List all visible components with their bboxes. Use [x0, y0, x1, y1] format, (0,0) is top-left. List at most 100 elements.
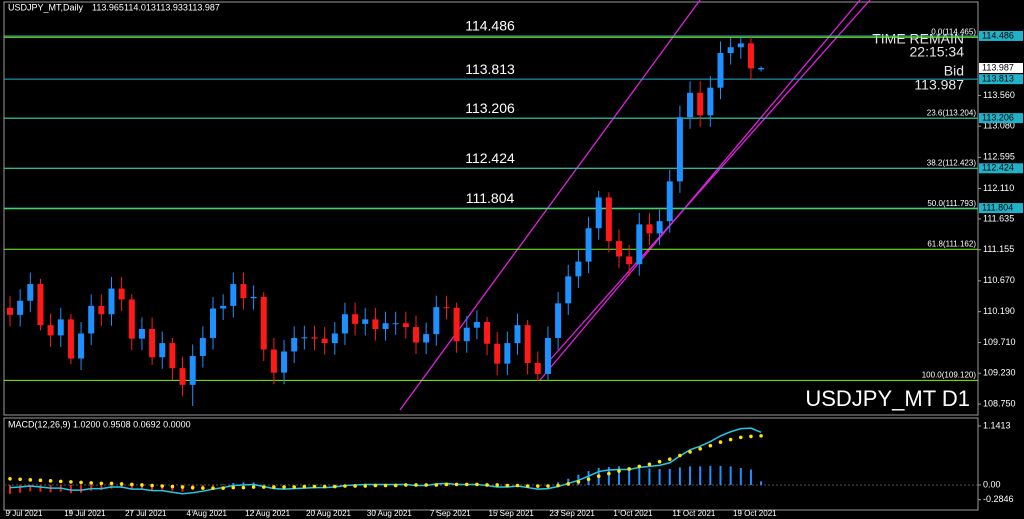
macd-histogram-bar: [140, 484, 143, 490]
candle-body: [179, 368, 186, 385]
y-tick-label: 108.750: [983, 398, 1016, 408]
signal-dot: [99, 481, 104, 486]
macd-histogram-bar: [668, 468, 671, 485]
signal-dot: [89, 481, 93, 485]
x-tick-label: 7 Sep 2021: [430, 509, 471, 518]
signal-dot: [495, 483, 500, 487]
candle-body: [494, 343, 501, 364]
level-price-box: [979, 30, 1023, 41]
channel-line: [549, 0, 871, 361]
signal-dot: [556, 483, 560, 488]
candle-body: [67, 319, 74, 359]
signal-dot: [363, 484, 368, 488]
x-tick-label: 15 Sep 2021: [489, 509, 535, 518]
current-price: 113.987: [982, 62, 1014, 72]
level-price-box: [979, 163, 1023, 174]
candle-body: [362, 319, 369, 324]
signal-dot: [688, 450, 692, 454]
signal-dot: [464, 482, 469, 487]
signal-dot: [566, 482, 571, 486]
signal-dot: [119, 482, 124, 486]
macd-histogram-bar: [760, 481, 763, 485]
macd-histogram-bar: [567, 478, 570, 485]
bid-label: Bid: [944, 63, 964, 79]
y-tick-label: 112.595: [983, 152, 1015, 162]
signal-dot: [18, 477, 22, 482]
candle-body: [98, 305, 105, 315]
signal-dot: [343, 484, 347, 488]
macd-histogram-bar: [262, 484, 265, 485]
ohlc-high: 114.013: [124, 2, 156, 12]
macd-histogram-bar: [212, 484, 214, 487]
signal-dot: [678, 453, 682, 458]
fib-label: 61.8(111.162): [927, 239, 976, 248]
signal-dot: [596, 474, 601, 478]
symbol-label: USDJPY_MT,Daily: [8, 2, 84, 12]
macd-histogram-bar: [618, 466, 620, 485]
y-tick-label: 110.670: [983, 275, 1015, 285]
signal-dot: [475, 482, 479, 487]
signal-dot: [536, 484, 540, 488]
candle-body: [230, 284, 237, 306]
candle-body: [534, 363, 541, 374]
macd-histogram-bar: [100, 484, 103, 491]
macd-histogram-bar: [638, 467, 641, 485]
candle-body: [544, 337, 551, 374]
candle-body: [270, 349, 277, 373]
y-tick-label: 110.190: [983, 306, 1015, 316]
macd-histogram-bar: [130, 484, 133, 490]
candle-body: [260, 296, 267, 350]
macd-histogram-bar: [607, 466, 610, 485]
fib-label: 38.2(112.423): [927, 158, 977, 167]
candle-body: [250, 296, 257, 299]
channel-line: [539, 0, 861, 381]
signal-dot: [190, 485, 195, 490]
level-label: 111.804: [466, 190, 515, 206]
candle-body: [616, 241, 622, 257]
level-price: 111.804: [982, 202, 1013, 212]
candle-body: [138, 328, 145, 339]
signal-dot: [251, 485, 256, 489]
signal-dot: [576, 480, 581, 484]
bid-value: 113.987: [914, 77, 964, 93]
signal-dot: [657, 459, 662, 464]
macd-histogram-bar: [39, 484, 42, 492]
candle-body: [595, 197, 602, 229]
macd-histogram-bar: [699, 466, 702, 485]
signal-dot: [627, 467, 631, 471]
x-tick-label: 30 Aug 2021: [367, 509, 412, 518]
y-tick-label: 113.080: [983, 121, 1015, 131]
macd-panel: [3, 417, 979, 511]
candle-body: [47, 325, 54, 336]
ohlc-open: 113.965: [92, 2, 124, 12]
candle-body: [585, 228, 592, 262]
macd-histogram-bar: [80, 484, 83, 493]
signal-dot: [393, 483, 398, 488]
x-tick-label: 11 Oct 2021: [672, 509, 716, 518]
signal-dot: [505, 483, 510, 488]
macd-histogram-bar: [689, 466, 692, 485]
candle-body: [149, 328, 156, 358]
candle-body: [392, 323, 399, 325]
candle-body: [423, 334, 430, 343]
current-price-box: [979, 62, 1023, 73]
signal-dot: [69, 480, 73, 484]
signal-dot: [586, 477, 591, 482]
macd-histogram-bar: [557, 482, 560, 485]
level-price-box: [979, 113, 1023, 124]
signal-dot: [404, 483, 408, 487]
symbol-period: USDJPY_MT D1: [805, 386, 970, 411]
signal-dot: [647, 462, 652, 467]
candle-body: [565, 276, 572, 304]
macd-histogram-bar: [729, 466, 732, 485]
signal-dot: [180, 485, 185, 489]
signal-dot: [109, 481, 114, 486]
candle-body: [17, 300, 24, 315]
signal-dot: [211, 486, 215, 490]
candle-body: [321, 338, 328, 344]
signal-dot: [667, 457, 672, 461]
y-tick-label: 112.110: [983, 183, 1014, 193]
macd-histogram-bar: [658, 468, 661, 485]
signal-dot: [322, 484, 327, 489]
